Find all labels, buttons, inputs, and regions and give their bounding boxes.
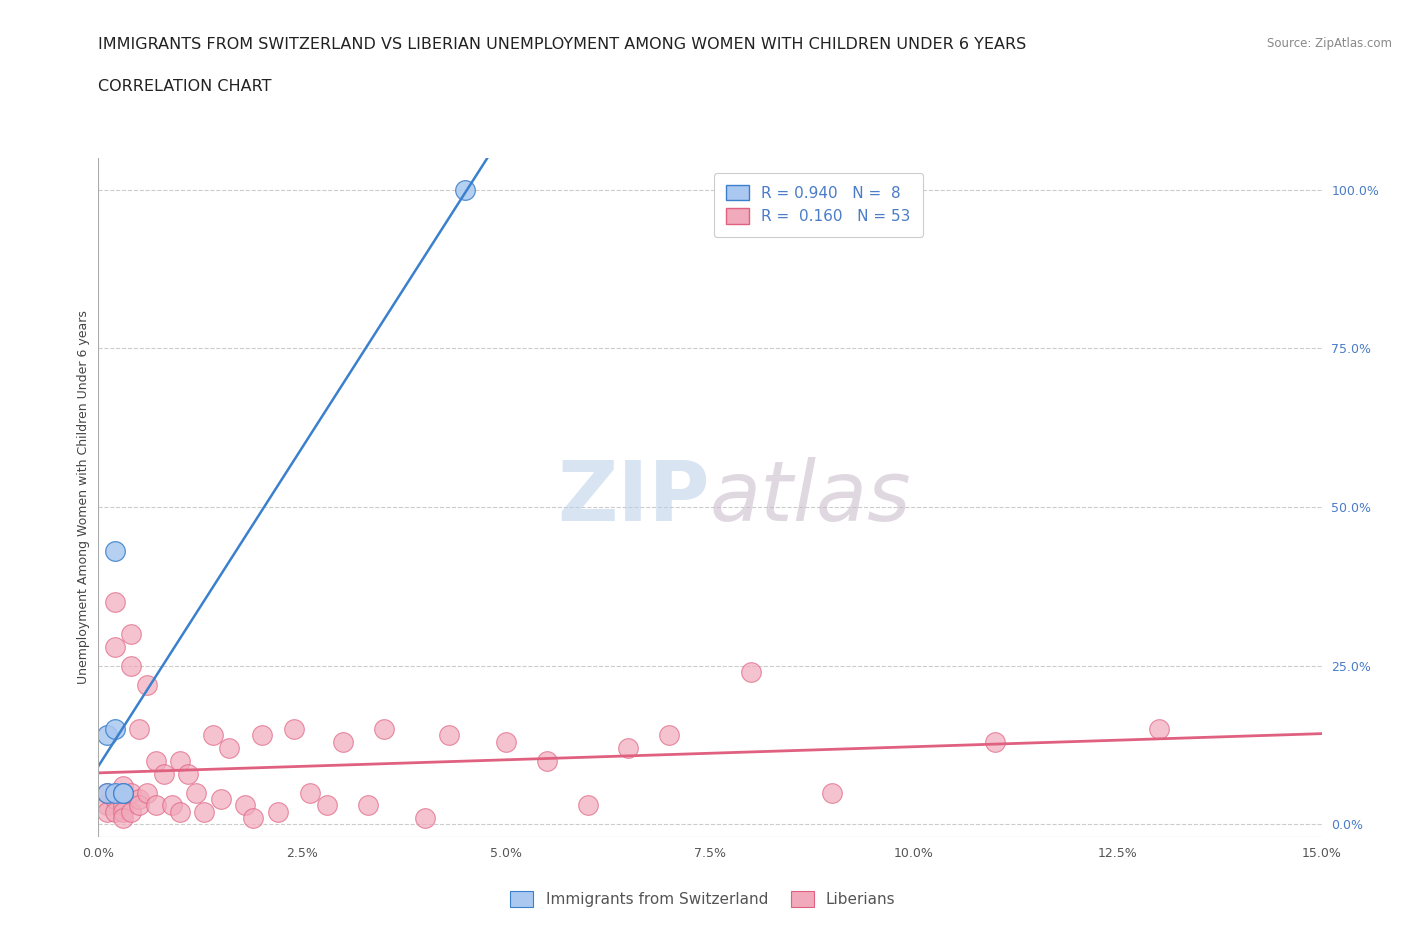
Text: IMMIGRANTS FROM SWITZERLAND VS LIBERIAN UNEMPLOYMENT AMONG WOMEN WITH CHILDREN U: IMMIGRANTS FROM SWITZERLAND VS LIBERIAN … bbox=[98, 37, 1026, 52]
Point bbox=[96, 728, 118, 743]
Legend: Immigrants from Switzerland, Liberians: Immigrants from Switzerland, Liberians bbox=[505, 884, 901, 913]
Point bbox=[111, 798, 134, 813]
Point bbox=[495, 735, 517, 750]
Point bbox=[218, 740, 240, 755]
Point bbox=[145, 798, 167, 813]
Point bbox=[356, 798, 378, 813]
Point bbox=[104, 804, 127, 819]
Point bbox=[128, 722, 150, 737]
Point bbox=[576, 798, 599, 813]
Point bbox=[104, 595, 127, 610]
Point bbox=[120, 658, 142, 673]
Point bbox=[111, 811, 134, 826]
Point bbox=[193, 804, 215, 819]
Point bbox=[177, 766, 200, 781]
Text: Source: ZipAtlas.com: Source: ZipAtlas.com bbox=[1267, 37, 1392, 50]
Point bbox=[104, 639, 127, 654]
Point bbox=[104, 785, 127, 800]
Point bbox=[104, 791, 127, 806]
Point bbox=[169, 753, 191, 768]
Text: atlas: atlas bbox=[710, 457, 911, 538]
Point bbox=[984, 735, 1007, 750]
Y-axis label: Unemployment Among Women with Children Under 6 years: Unemployment Among Women with Children U… bbox=[77, 311, 90, 684]
Text: ZIP: ZIP bbox=[558, 457, 710, 538]
Point bbox=[160, 798, 183, 813]
Point bbox=[250, 728, 273, 743]
Point bbox=[145, 753, 167, 768]
Point bbox=[1147, 722, 1170, 737]
Point bbox=[96, 798, 118, 813]
Point bbox=[104, 544, 127, 559]
Point bbox=[152, 766, 174, 781]
Point bbox=[617, 740, 640, 755]
Point bbox=[120, 627, 142, 642]
Point bbox=[233, 798, 256, 813]
Point bbox=[128, 791, 150, 806]
Point bbox=[267, 804, 290, 819]
Point bbox=[242, 811, 264, 826]
Point bbox=[332, 735, 354, 750]
Point bbox=[111, 785, 134, 800]
Point bbox=[96, 785, 118, 800]
Point bbox=[373, 722, 395, 737]
Point bbox=[413, 811, 436, 826]
Point bbox=[96, 804, 118, 819]
Legend: R = 0.940   N =  8, R =  0.160   N = 53: R = 0.940 N = 8, R = 0.160 N = 53 bbox=[714, 173, 922, 236]
Point bbox=[299, 785, 322, 800]
Point bbox=[136, 785, 159, 800]
Point bbox=[136, 677, 159, 692]
Point bbox=[209, 791, 232, 806]
Point bbox=[437, 728, 460, 743]
Point bbox=[96, 785, 118, 800]
Point bbox=[120, 804, 142, 819]
Point bbox=[283, 722, 305, 737]
Point bbox=[128, 798, 150, 813]
Point bbox=[658, 728, 681, 743]
Point bbox=[536, 753, 558, 768]
Text: CORRELATION CHART: CORRELATION CHART bbox=[98, 79, 271, 94]
Point bbox=[454, 182, 477, 197]
Point bbox=[111, 778, 134, 793]
Point bbox=[821, 785, 844, 800]
Point bbox=[169, 804, 191, 819]
Point bbox=[120, 785, 142, 800]
Point bbox=[186, 785, 208, 800]
Point bbox=[104, 722, 127, 737]
Point bbox=[111, 804, 134, 819]
Point bbox=[201, 728, 224, 743]
Point bbox=[111, 785, 134, 800]
Point bbox=[315, 798, 337, 813]
Point bbox=[740, 665, 762, 680]
